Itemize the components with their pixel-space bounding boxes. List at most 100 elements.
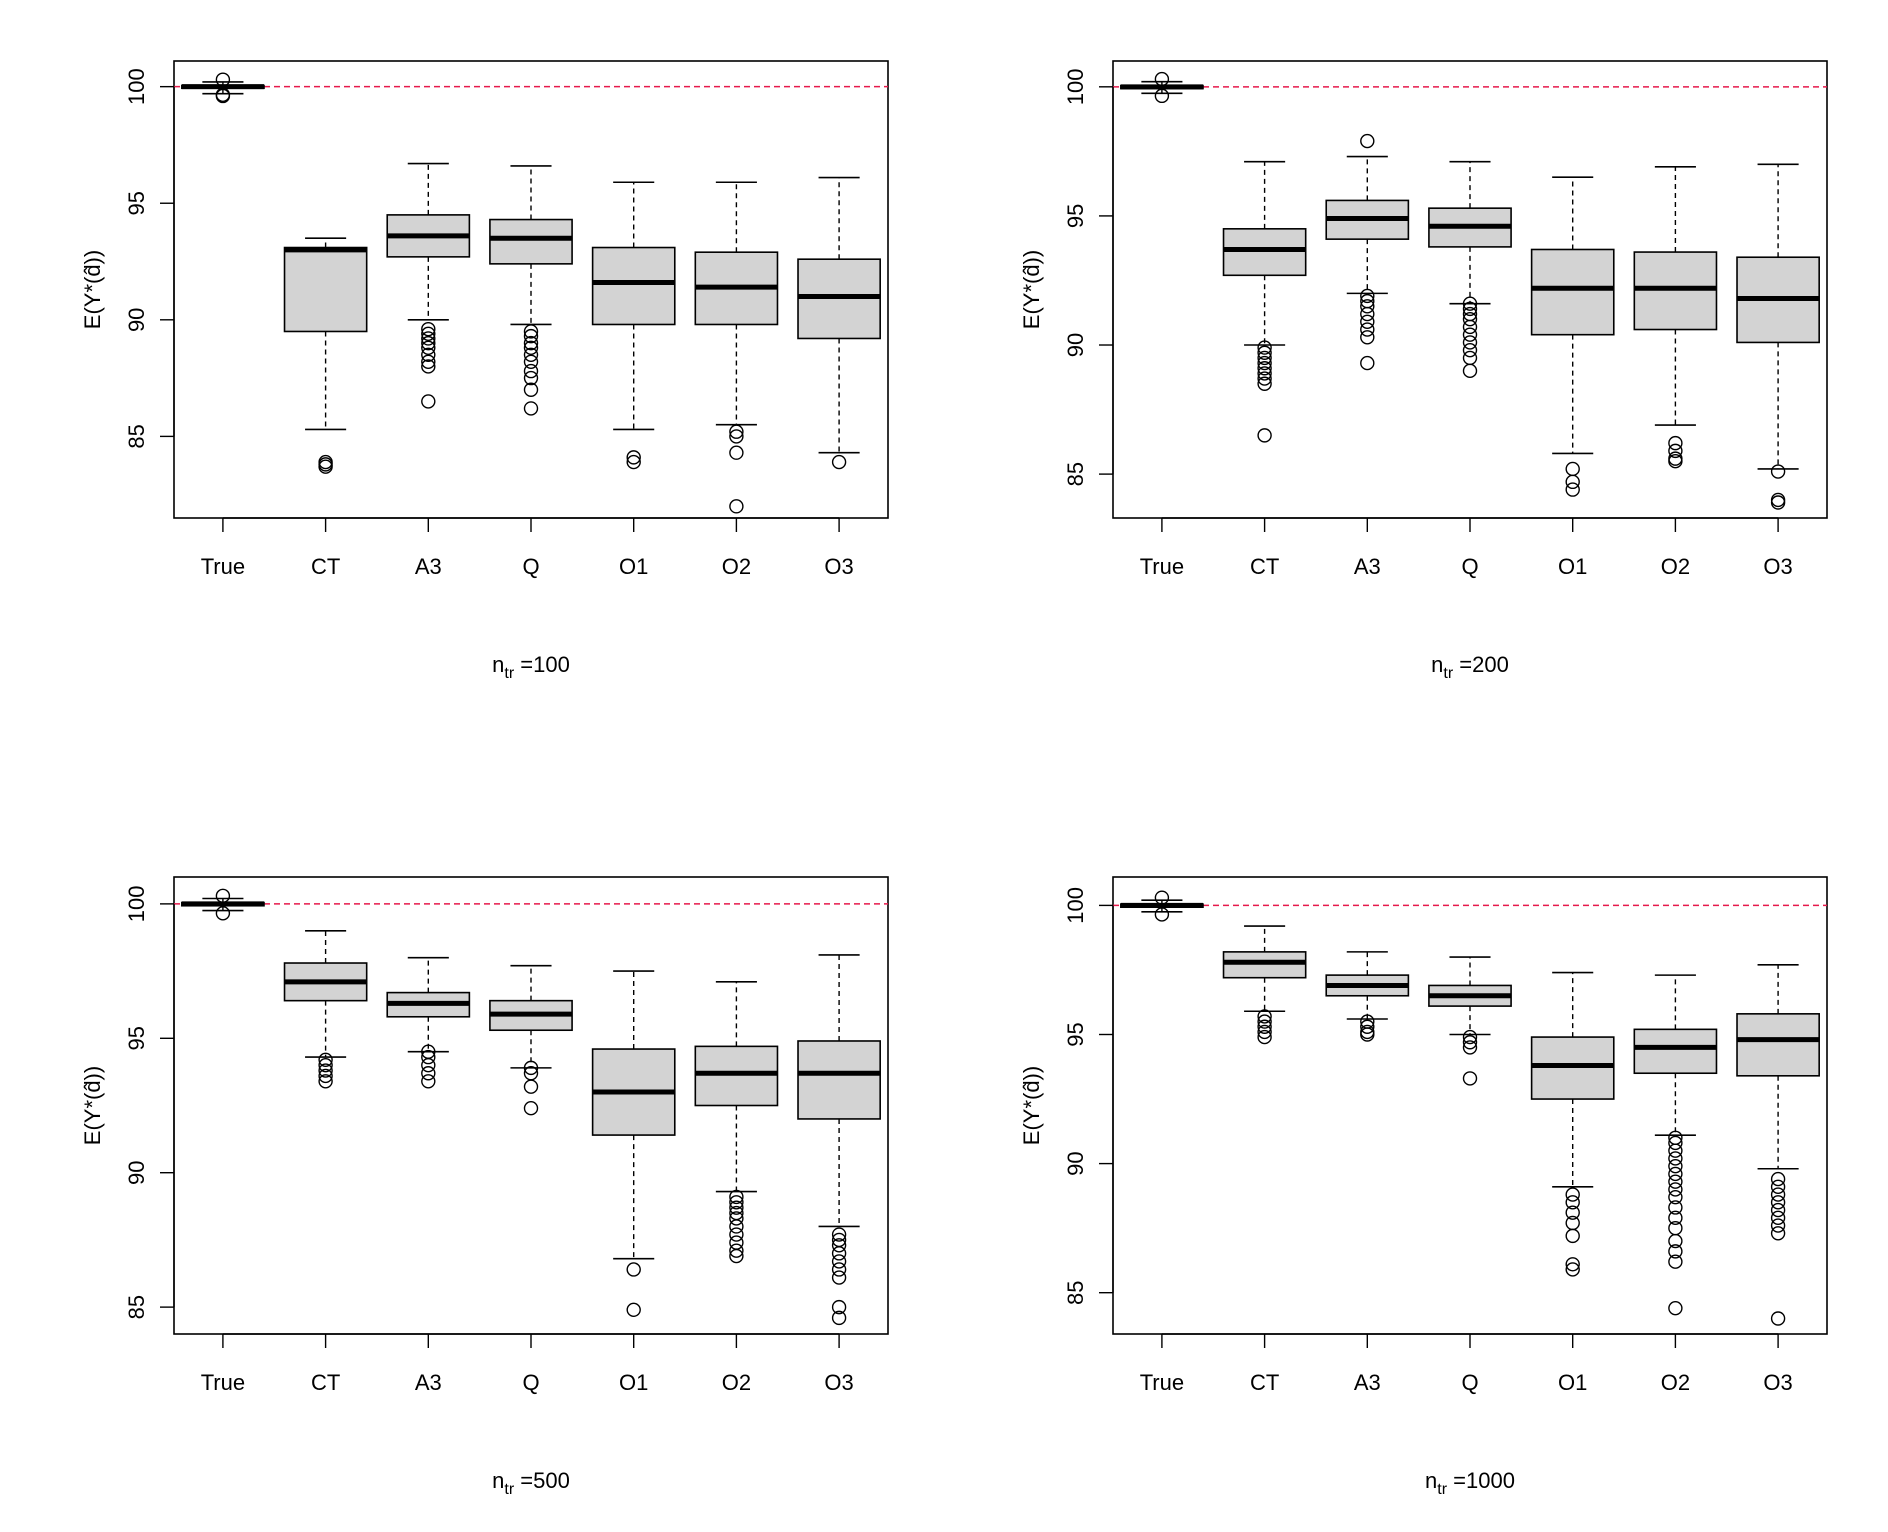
iqr-box: [1633, 1028, 1718, 1075]
outlier-point: [523, 354, 539, 369]
y-axis-label: E(Y*(d̂)): [80, 250, 105, 329]
outlier-point: [729, 1219, 744, 1234]
chart-panel-2: 85 90 95 100 E(Y*(d̂)) True CT A3 Q O1 O2 O3 ntr =20…: [1019, 60, 1828, 682]
x-tick-label-ct: CT: [1250, 554, 1279, 579]
outlier-point: [1770, 1179, 1786, 1195]
y-tick-label: 100: [124, 68, 149, 105]
outlier-point: [1668, 435, 1683, 451]
outlier-point: [421, 1066, 436, 1081]
outlier-point: [1668, 1182, 1683, 1197]
outlier-point: [729, 1195, 744, 1210]
outlier-point: [421, 347, 436, 362]
plot-frame: [1112, 60, 1828, 519]
outlier-point: [1462, 335, 1478, 350]
x-axis-label: ntr =200: [1431, 652, 1509, 682]
outlier-point: [1257, 355, 1272, 371]
outlier-point: [1462, 1040, 1478, 1055]
outlier-point: [729, 1200, 744, 1215]
chart-panel-1: 85 90 95 100 E(Y*(d̂)) True CT A3 Q O1 O2 O3 ntr =10…: [80, 60, 889, 682]
outlier-point: [523, 401, 539, 416]
box-o1: [591, 970, 676, 1318]
outlier-point: [523, 328, 539, 344]
outlier-point: [1360, 1027, 1375, 1042]
outlier-point: [1462, 327, 1478, 342]
outlier-point: [1360, 355, 1375, 371]
outlier-point: [1462, 363, 1478, 379]
box-ct: [1222, 925, 1307, 1045]
x-tick-label-o1: O1: [619, 554, 648, 579]
outlier-point: [1462, 311, 1478, 327]
box-true: [1120, 890, 1204, 922]
outlier-point: [1668, 1135, 1683, 1151]
outlier-point: [318, 1074, 333, 1089]
outlier-point: [1770, 464, 1786, 479]
x-tick-label-q: Q: [1461, 554, 1478, 579]
outlier-point: [1565, 1205, 1580, 1220]
chart-panel-3: 85 90 95 100 E(Y*(d̂)) True CT A3 Q O1 O2 O3 ntr =50…: [80, 876, 889, 1498]
box-o2: [1633, 974, 1718, 1316]
outlier-point: [1770, 1187, 1786, 1202]
outlier-point: [1770, 1311, 1786, 1326]
x-tick-label-true: True: [1140, 554, 1184, 579]
iqr-box: [591, 246, 676, 326]
plot-frame: [1112, 876, 1828, 1335]
iqr-box: [1530, 248, 1615, 336]
outlier-point: [1668, 1143, 1683, 1158]
outlier-point: [523, 1100, 539, 1116]
outlier-point: [1257, 1009, 1272, 1024]
outlier-point: [1770, 1218, 1786, 1233]
y-tick-label: 90: [1063, 333, 1088, 357]
outlier-point: [729, 1243, 744, 1258]
outlier-point: [626, 1302, 641, 1318]
y-axis-label: E(Y*(d̂)): [80, 1066, 105, 1145]
iqr-box: [1222, 228, 1307, 277]
x-tick-label-a3: A3: [415, 554, 442, 579]
box-o3: [797, 954, 881, 1326]
x-tick-label-a3: A3: [415, 1370, 442, 1395]
box-q: [1428, 160, 1512, 379]
outlier-point: [523, 335, 539, 351]
box-o1: [1530, 971, 1615, 1277]
outlier-point: [1668, 453, 1683, 469]
outlier-point: [831, 1310, 847, 1326]
box-o3: [1736, 963, 1820, 1326]
outlier-point: [729, 499, 744, 514]
plot-frame: [173, 60, 889, 519]
x-tick-label-ct: CT: [1250, 1370, 1279, 1395]
iqr-box: [694, 1045, 779, 1107]
outlier-point: [1360, 299, 1375, 314]
outlier-point: [1257, 376, 1272, 391]
box-ct: [283, 929, 368, 1089]
outlier-point: [1668, 443, 1683, 459]
outlier-point: [831, 1299, 847, 1315]
outlier-point: [1360, 322, 1375, 337]
outlier-point: [626, 1262, 641, 1277]
outlier-point: [1770, 1195, 1786, 1210]
outlier-point: [1257, 345, 1272, 360]
box-q: [1428, 956, 1512, 1086]
outlier-point: [421, 335, 436, 351]
outlier-point: [1257, 1014, 1272, 1029]
box-a3: [1325, 133, 1410, 371]
x-tick-label-o1: O1: [1558, 1370, 1587, 1395]
outlier-point: [1565, 474, 1580, 490]
outlier-point: [1462, 319, 1478, 335]
box-a3: [386, 956, 471, 1089]
x-tick-label-q: Q: [522, 1370, 539, 1395]
box-q: [489, 964, 573, 1116]
outlier-point: [421, 340, 436, 355]
iqr-box: [1530, 1036, 1615, 1100]
box-true: [181, 72, 265, 104]
outlier-point: [1668, 1189, 1683, 1205]
y-tick-label: 85: [124, 1295, 149, 1319]
y-tick-label: 85: [1063, 462, 1088, 486]
outlier-point: [1257, 371, 1272, 386]
outlier-point: [1257, 366, 1272, 381]
outlier-point: [421, 354, 436, 369]
x-tick-label-o2: O2: [722, 554, 751, 579]
outlier-point: [1668, 1151, 1683, 1166]
outlier-point: [1462, 1035, 1478, 1050]
x-axis-label: ntr =100: [492, 652, 570, 682]
box-q: [489, 165, 573, 416]
outlier-point: [831, 1254, 847, 1269]
